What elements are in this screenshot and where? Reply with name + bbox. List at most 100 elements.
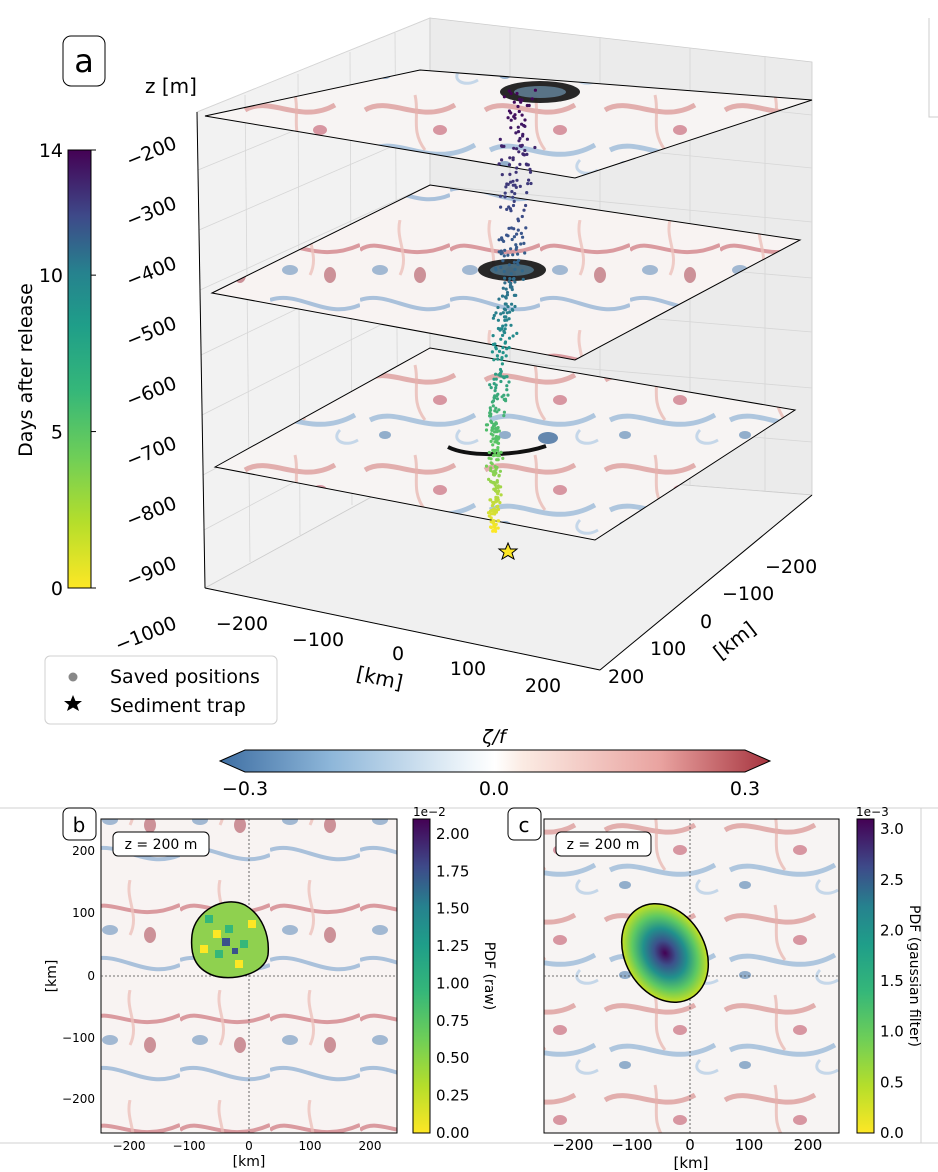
particle-point — [509, 118, 513, 122]
panel-c-colorbar-tick-label: 0.0 — [880, 1124, 904, 1142]
particle-point — [484, 464, 489, 468]
particle-point — [533, 145, 537, 150]
particle-point — [495, 410, 499, 414]
particle-point — [507, 336, 512, 340]
particle-point — [515, 147, 519, 151]
particle-point — [491, 334, 495, 338]
particle-point — [516, 262, 520, 267]
particle-point — [523, 118, 527, 122]
particle-point — [512, 276, 516, 281]
particle-point — [510, 307, 514, 312]
particle-point — [492, 358, 496, 362]
particle-point — [500, 236, 504, 240]
particle-point — [495, 490, 499, 494]
particle-point — [505, 293, 510, 297]
z-axis-title: z [m] — [145, 74, 197, 98]
panel-b-ylabel: [km] — [44, 960, 60, 993]
particle-point — [526, 182, 530, 186]
particle-point — [493, 396, 497, 400]
particle-point — [509, 247, 513, 251]
particle-point — [494, 529, 498, 534]
particle-point — [492, 382, 496, 386]
panel-b-y-tick-label: 200 — [72, 844, 95, 858]
particle-point — [500, 327, 504, 331]
particle-point — [530, 97, 534, 101]
particle-point — [511, 195, 515, 199]
particle-point — [494, 406, 498, 410]
particle-point — [519, 144, 523, 148]
particle-point — [516, 228, 520, 232]
particle-point — [485, 423, 490, 427]
y-tick-label: 100 — [650, 638, 686, 660]
particle-point — [510, 302, 514, 306]
particle-point — [504, 287, 508, 291]
particle-point — [518, 162, 522, 166]
panel-c-x-tick-label: 100 — [735, 1136, 764, 1154]
particle-point — [509, 226, 514, 230]
particle-point — [499, 312, 503, 316]
particle-point — [490, 420, 494, 425]
particle-point — [509, 180, 513, 184]
particle-point — [494, 377, 498, 381]
panel-b-colorbar-tick-label: 1.00 — [436, 974, 469, 992]
particle-point — [491, 512, 495, 516]
panel-b-y-ticks: 200 100 0 −100 −200 — [62, 844, 95, 1106]
particle-point — [493, 525, 497, 529]
particle-point — [507, 226, 511, 230]
days-colorbar-tick-label: 0 — [51, 578, 63, 600]
saved-positions-legend-marker — [68, 672, 78, 682]
z-tick-labels: −200 −300 −400 −500 −600 −700 −800 −900 −1000 — [112, 132, 180, 656]
particle-point — [513, 267, 517, 271]
particle-point — [488, 406, 492, 410]
vorticity-tick-min: −0.3 — [222, 778, 268, 800]
vorticity-tick-zero: 0.0 — [479, 778, 509, 800]
particle-point — [496, 458, 500, 462]
particle-point — [507, 346, 511, 350]
z-axis: z [m] −200 −300 −400 −500 −600 −700 −800 −900 −1… — [112, 74, 206, 657]
particle-point — [513, 280, 517, 284]
panel-b-colorbar-tick-label: 2.00 — [436, 825, 469, 843]
particle-point — [512, 260, 517, 264]
particle-point — [495, 354, 499, 358]
panel-b-x-tick-label: 100 — [299, 1139, 322, 1153]
particle-point — [533, 88, 538, 92]
particle-point — [507, 263, 511, 267]
panel-b-colorbar-ticks: 0.00 0.25 0.50 0.75 1.00 1.25 1.50 1.75 2.00 — [436, 825, 469, 1142]
particle-point — [528, 170, 533, 174]
particle-point — [496, 448, 500, 452]
particle-point — [491, 399, 496, 403]
particle-point — [512, 146, 516, 150]
y-tick-label: −100 — [722, 583, 774, 605]
particle-point — [509, 209, 513, 213]
z-tick-label: −600 — [123, 372, 180, 412]
vorticity-tick-max: 0.3 — [730, 778, 760, 800]
particle-point — [494, 386, 498, 390]
particle-point — [512, 100, 516, 104]
z-tick-label: −500 — [123, 312, 180, 352]
particle-point — [520, 113, 524, 117]
particle-point — [493, 389, 497, 393]
particle-point — [494, 486, 498, 490]
particle-point — [515, 232, 519, 236]
particle-point — [491, 502, 496, 506]
particle-point — [512, 199, 516, 203]
particle-point — [503, 195, 507, 199]
particle-point — [499, 337, 503, 341]
particle-point — [515, 331, 519, 335]
panel-a-label-box: a — [62, 35, 106, 87]
panel-b-x-tick-label: −100 — [173, 1139, 206, 1153]
particle-point — [498, 469, 502, 473]
panel-b-y-tick-label: 0 — [87, 969, 95, 983]
particle-point — [496, 357, 500, 361]
panel-b-x-ticks: −200 −100 0 100 200 — [113, 1139, 382, 1153]
panel-c: c z = 200 m −200 −100 0 100 200 [km] 1e−3 0.… — [507, 805, 922, 1172]
panel-b-label: b — [73, 813, 86, 837]
particle-point — [521, 235, 525, 239]
legend-saved-positions: Saved positions — [110, 666, 260, 688]
particle-point — [492, 472, 496, 477]
panel-b-x-tick-label: 0 — [245, 1139, 253, 1153]
x-tick-label: 200 — [525, 675, 561, 697]
particle-point — [489, 457, 493, 461]
particle-point — [489, 516, 493, 520]
particle-point — [493, 440, 497, 444]
